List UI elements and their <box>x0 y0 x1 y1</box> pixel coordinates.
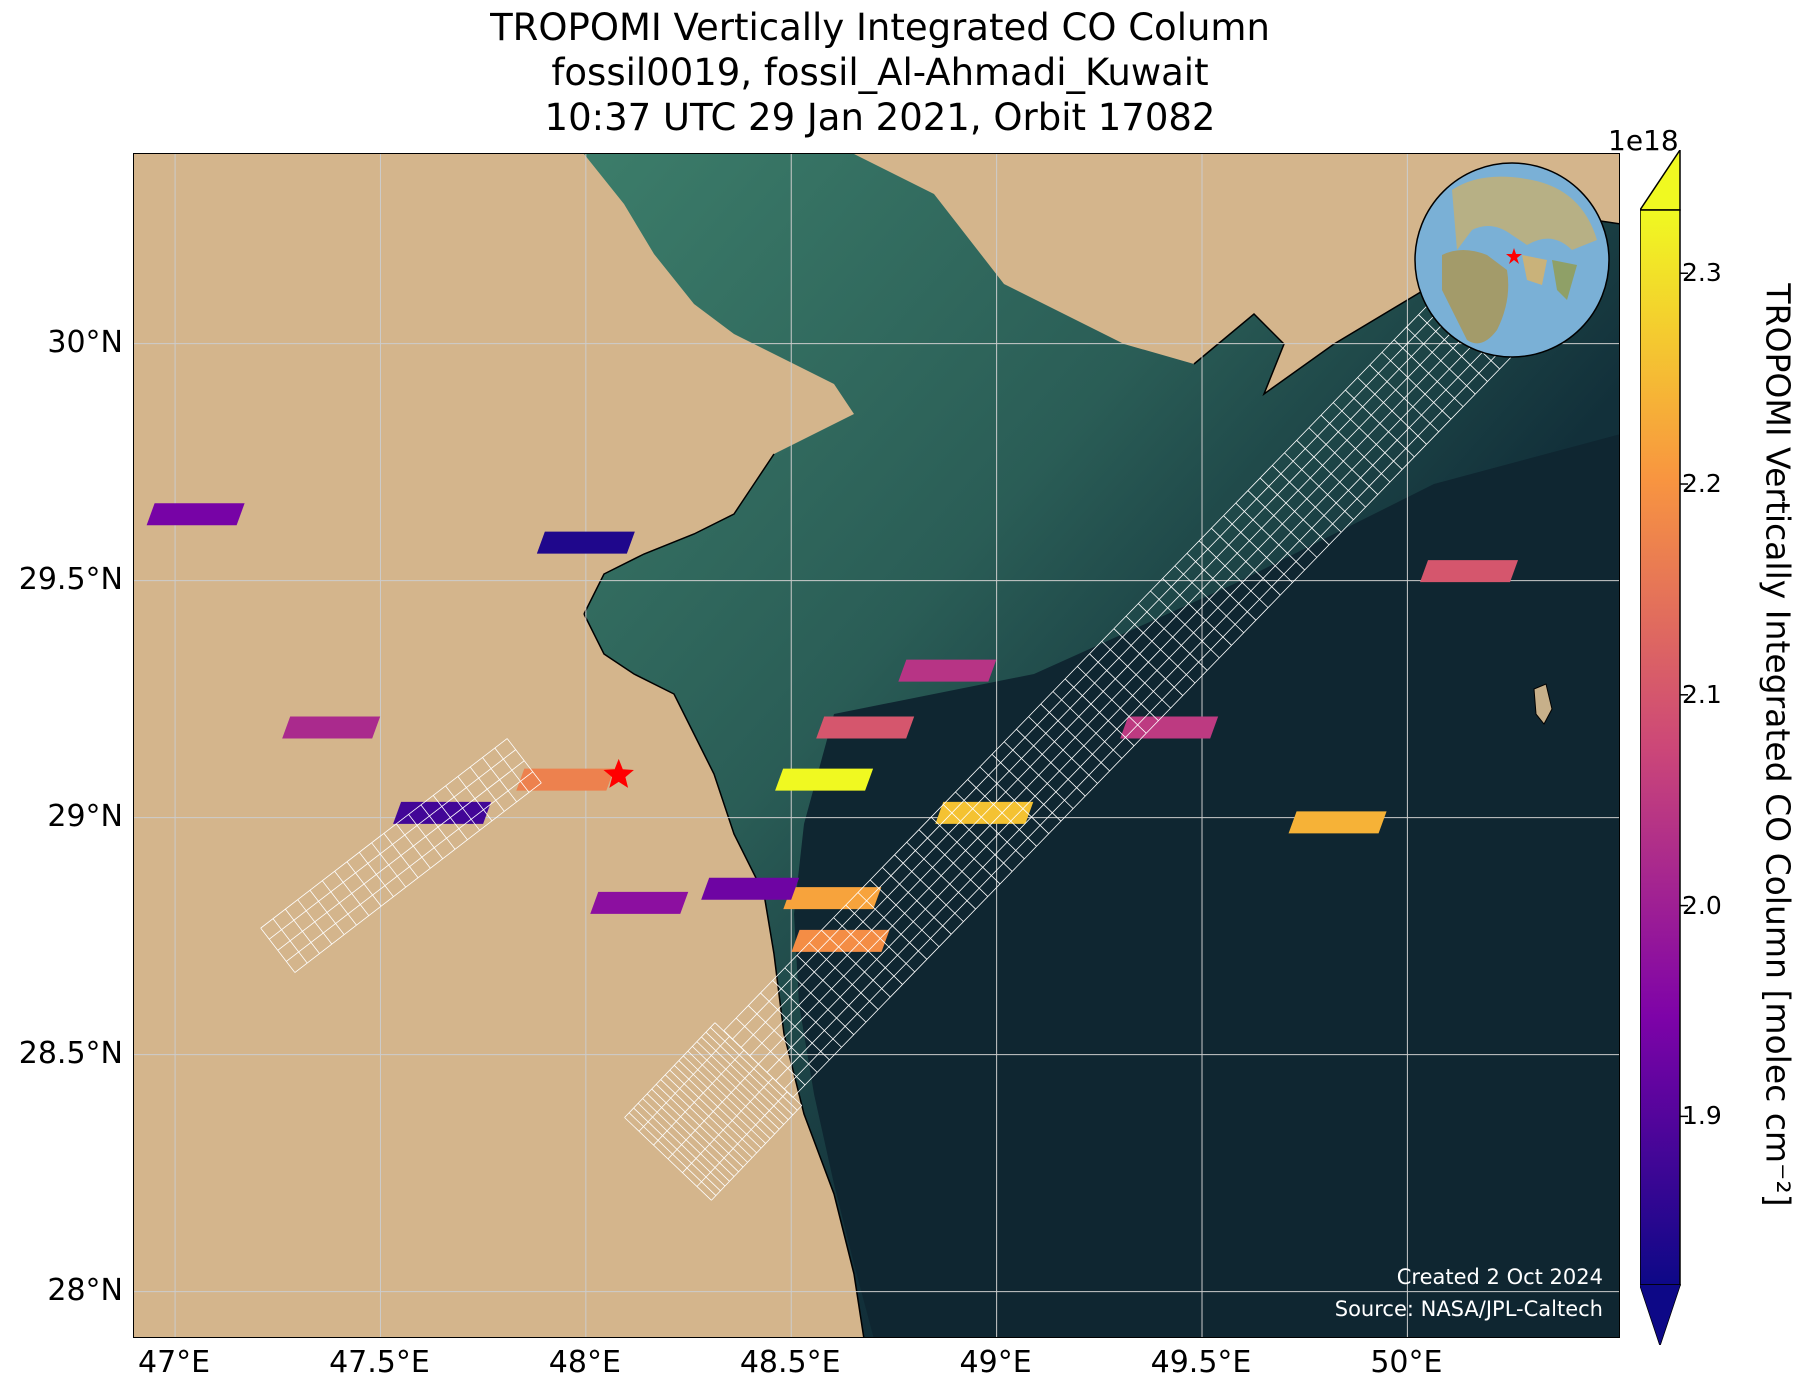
colorbar-tick-label: 2.0 <box>1682 890 1722 920</box>
co-pixel <box>701 877 800 900</box>
co-pixel <box>146 503 245 526</box>
map-canvas <box>134 154 1619 1337</box>
x-tick-label: 50°E <box>1370 1345 1443 1380</box>
x-tick-label: 47°E <box>137 1345 211 1380</box>
footprint-line <box>624 1022 716 1118</box>
footprint-line <box>749 301 1482 1057</box>
y-tick-label: 28°N <box>47 1272 123 1308</box>
co-pixel <box>536 531 635 554</box>
credit-created: Created 2 Oct 2024 <box>1396 1265 1603 1289</box>
colorbar <box>1640 150 1688 1345</box>
source-star-marker <box>603 758 634 788</box>
x-tick-label: 47.5°E <box>329 1345 430 1380</box>
footprint-line <box>783 335 1516 1090</box>
co-pixel <box>783 887 882 910</box>
co-pixel <box>935 801 1034 824</box>
footprint-line <box>277 760 525 951</box>
footprint-line <box>766 318 1499 1073</box>
footprint-line <box>667 1063 759 1160</box>
footprint-line <box>711 1105 803 1201</box>
co-pixel <box>1120 716 1219 739</box>
x-tick-label: 48.5°E <box>739 1345 841 1380</box>
y-tick-label: 28.5°N <box>18 1035 123 1071</box>
footprint-line <box>792 343 1525 1098</box>
coastline <box>583 453 865 1337</box>
footprint-line <box>732 285 1465 1040</box>
footprint-line <box>653 1050 745 1146</box>
colorbar-label: TROPOMI Vertically Integrated CO Column … <box>1758 283 1798 1207</box>
x-tick-label: 49°E <box>959 1345 1032 1380</box>
footprint-line <box>775 326 1508 1082</box>
footprint-line <box>682 1077 774 1173</box>
footprint-line <box>286 771 534 962</box>
colorbar-exponent: 1e18 <box>1608 124 1679 157</box>
map-panel: Created 2 Oct 2024 Source: NASA/JPL-Calt… <box>133 153 1620 1338</box>
footprint-line <box>638 1036 730 1132</box>
co-pixel <box>1420 560 1519 583</box>
x-tick-label: 48°E <box>548 1345 621 1380</box>
footprint-line <box>723 276 1456 1031</box>
graticule <box>134 154 1619 1337</box>
empty-footprint-grid <box>260 276 1525 1201</box>
co-pixel <box>393 801 492 824</box>
co-pixel <box>1288 811 1387 834</box>
co-pixel <box>590 891 689 914</box>
footprint-line <box>294 782 542 973</box>
colorbar-tick-label: 1.9 <box>1682 1101 1722 1131</box>
title-line-1: TROPOMI Vertically Integrated CO Column <box>490 6 1270 49</box>
y-tick-label: 29°N <box>47 798 123 834</box>
footprint-line <box>740 293 1473 1048</box>
co-pixel <box>282 716 381 739</box>
footprint-line <box>268 749 516 940</box>
y-tick-label: 30°N <box>47 324 123 360</box>
title-line-3: 10:37 UTC 29 Jan 2021, Orbit 17082 <box>544 96 1216 139</box>
footprint-line <box>260 738 508 929</box>
co-pixel <box>898 659 997 682</box>
y-tick-label: 29.5°N <box>18 561 123 597</box>
credit-source: Source: NASA/JPL-Caltech <box>1334 1297 1603 1321</box>
bahrain-island <box>1533 683 1553 725</box>
x-tick-label: 49.5°E <box>1150 1345 1252 1380</box>
footprint-line <box>758 310 1490 1065</box>
co-pixel <box>816 716 915 739</box>
colorbar-tick-label: 2.3 <box>1682 258 1722 288</box>
deep-sea-area <box>794 434 1619 1337</box>
co-pixel <box>775 768 874 791</box>
co-pixels <box>146 503 1519 952</box>
footprint-line <box>696 1091 788 1187</box>
title-line-2: fossil0019, fossil_Al-Ahmadi_Kuwait <box>551 51 1209 94</box>
colorbar-tick-label: 2.2 <box>1682 469 1722 499</box>
colorbar-tick-label: 2.1 <box>1682 679 1722 709</box>
co-pixel <box>516 768 615 791</box>
inset-globe <box>1414 162 1610 358</box>
